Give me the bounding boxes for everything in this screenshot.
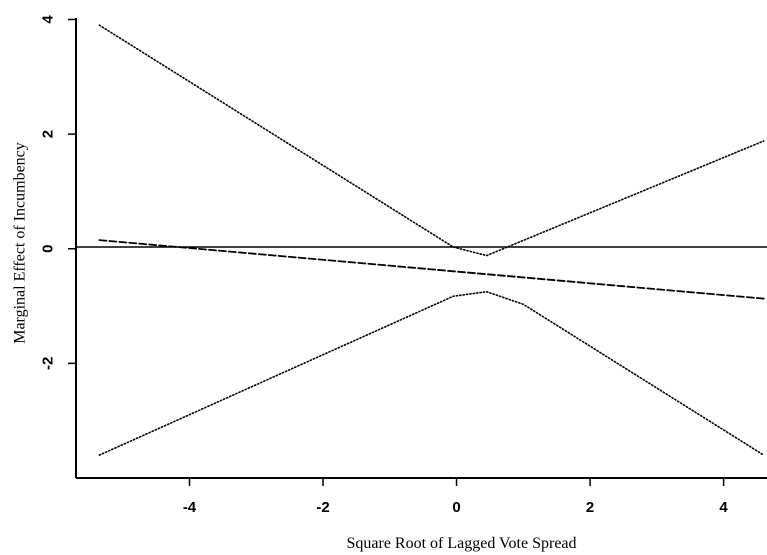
x-tick-label: 0 [452, 499, 460, 516]
estimate-line [98, 239, 765, 300]
x-axis-title: Square Root of Lagged Vote Spread [346, 535, 576, 552]
x-tick-label: 2 [586, 499, 594, 516]
series-layer [98, 24, 765, 456]
y-axis-ticks: -2 0 2 4 [40, 15, 76, 370]
y-tick-label: -2 [40, 357, 57, 370]
x-axis-ticks: -4 -2 0 2 4 [183, 478, 728, 516]
x-tick-label: -2 [316, 499, 329, 516]
upper-bound-line [98, 24, 765, 257]
y-axis-title: Marginal Effect of Incumbency [12, 142, 29, 344]
y-tick-label: 0 [40, 245, 57, 253]
y-tick-label: 4 [40, 15, 57, 24]
lower-bound-line [98, 290, 765, 456]
y-tick-label: 2 [40, 130, 57, 138]
x-tick-label: -4 [183, 499, 197, 516]
x-tick-label: 4 [719, 499, 728, 516]
